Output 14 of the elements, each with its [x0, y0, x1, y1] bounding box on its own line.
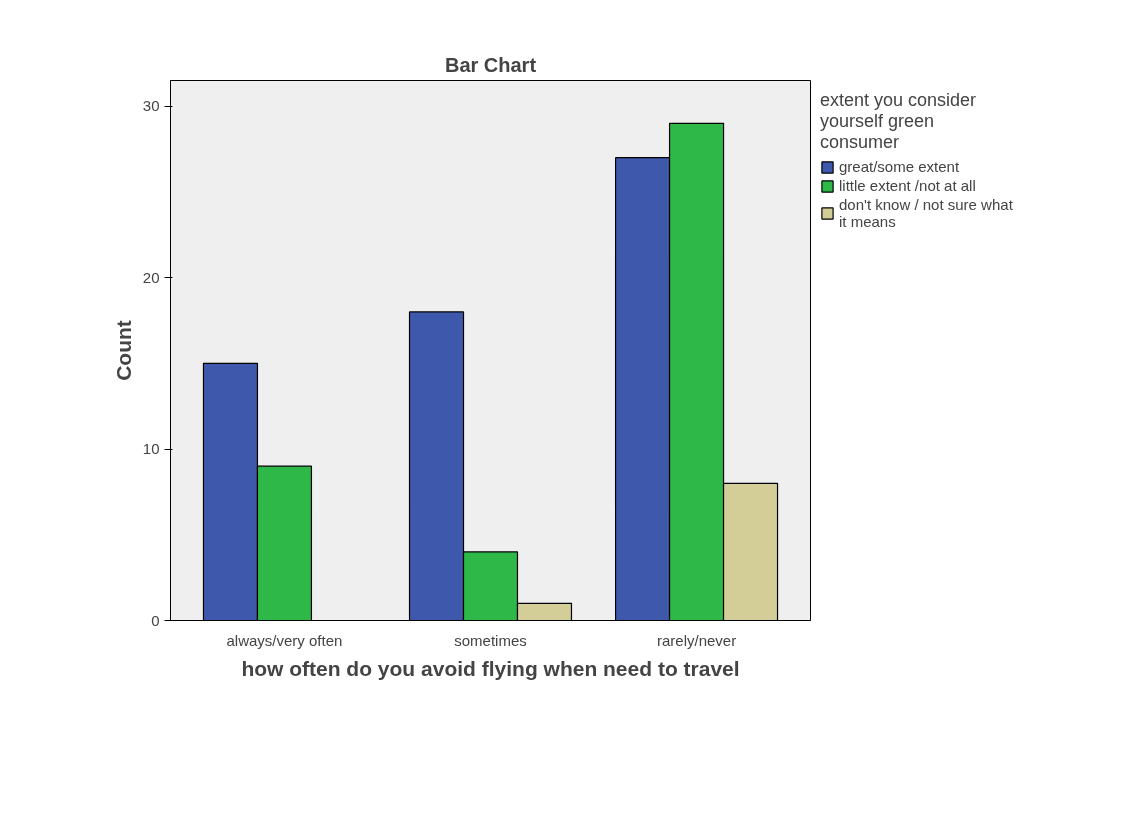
legend-label: great/some extent: [839, 158, 960, 175]
legend-label: don't know / not sure what it means: [839, 196, 1013, 230]
x-axis-title: how often do you avoid flying when need to travel: [241, 656, 740, 680]
x-tick-label: rarely/never: [656, 631, 737, 649]
y-tick-label: 20: [142, 268, 160, 286]
y-tick-label: 0: [151, 611, 160, 629]
legend-label: little extent /not at all: [839, 177, 976, 194]
legend-title: extent you consider yourself green consumer: [820, 90, 978, 153]
y-axis-title: Count: [111, 320, 135, 381]
x-tick-label: always/very often: [226, 631, 343, 649]
y-tick-label: 30: [142, 97, 160, 115]
chart-title: Bar Chart: [444, 53, 537, 76]
y-tick-label: 10: [142, 440, 160, 458]
x-tick-label: sometimes: [454, 631, 527, 649]
